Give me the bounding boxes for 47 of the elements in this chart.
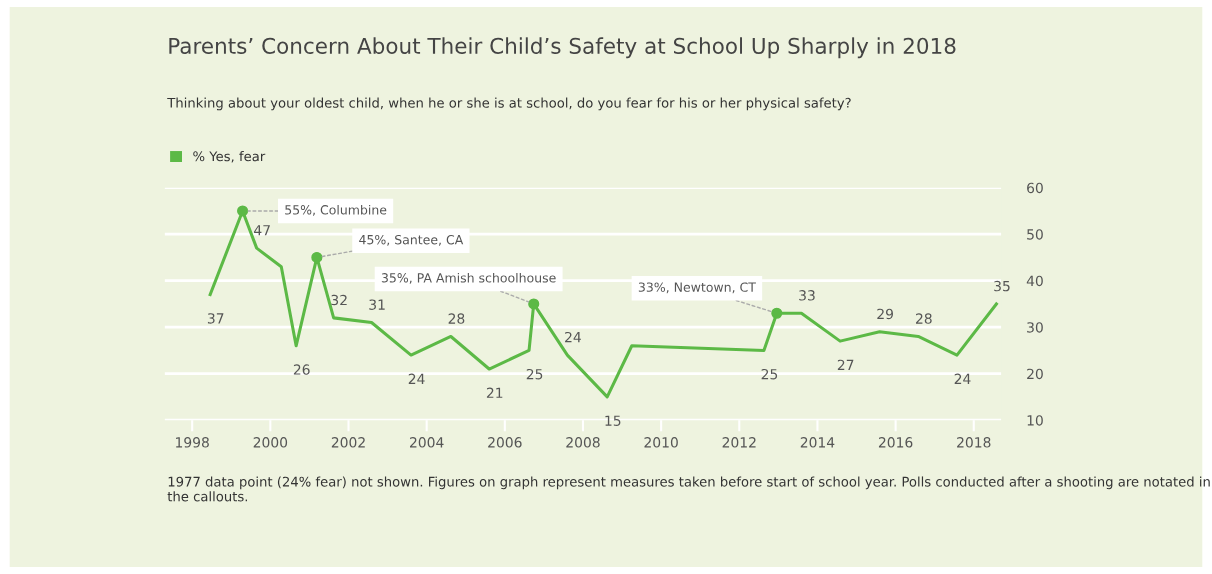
y-tick-label: 40 xyxy=(1026,275,1043,287)
x-tick-label: 2000 xyxy=(253,437,288,448)
y-tick-label: 50 xyxy=(1027,229,1043,240)
chart-title: Parents’ Concern About Their Child’s Safety at School Up Sharply in 2018 xyxy=(169,37,956,59)
chart-subtitle: Thinking about your oldest child, when he or she is at school, do you fear for his or her physical safety? xyxy=(167,97,851,111)
x-tick-label: 2006 xyxy=(488,437,522,448)
point xyxy=(771,307,783,319)
data-label: 24 xyxy=(565,331,581,343)
y-tick-label: 30 xyxy=(1027,322,1043,333)
point xyxy=(311,251,323,263)
x-tick-label: 2016 xyxy=(878,437,913,448)
legend-label: % Yes, fear xyxy=(193,151,266,163)
annotation: 45%, Santee, CA xyxy=(359,234,464,246)
data-label: 33 xyxy=(799,290,815,301)
x-tick-label: 2014 xyxy=(800,437,835,448)
point xyxy=(528,298,540,310)
data-label: 47 xyxy=(254,225,270,236)
annotation: 35%, PA Amish schoolhouse xyxy=(381,272,556,284)
data-label: 25 xyxy=(761,368,778,380)
y-tick-label: 20 xyxy=(1027,368,1043,380)
y-tick-label: 60 xyxy=(1027,182,1043,194)
data-label: 31 xyxy=(369,299,385,310)
data-label: 24 xyxy=(408,373,425,384)
text: 1977 data point (24% fear) not shown. Figures on graph represent measures taken before start of school year. Polls conducted after a shooting are notated in the callouts. xyxy=(167,476,1210,502)
data-label: 37 xyxy=(207,313,224,324)
x-tick-label: 2008 xyxy=(566,437,600,448)
data-label: 15 xyxy=(605,415,621,426)
x-tick-label: 1998 xyxy=(176,437,209,448)
x-tick-label: 2010 xyxy=(644,437,678,448)
annotation: 55%, Columbine xyxy=(285,204,387,216)
data-label: 29 xyxy=(877,308,893,320)
x-tick-label: 2012 xyxy=(722,437,756,448)
data-label: 35 xyxy=(994,280,1010,292)
data-label: 24 xyxy=(954,373,971,384)
data-label: 26 xyxy=(293,364,310,375)
data-label: 28 xyxy=(448,313,465,324)
data-label: 27 xyxy=(837,359,854,370)
x-tick-label: 2018 xyxy=(957,437,991,448)
x-tick-label: 2002 xyxy=(331,437,365,448)
y-tick-label: 10 xyxy=(1027,415,1043,426)
point xyxy=(237,205,249,217)
data-label: 21 xyxy=(486,387,503,398)
x-tick-label: 2004 xyxy=(410,437,444,448)
data-label: 25 xyxy=(526,368,543,380)
data-label: 32 xyxy=(331,294,347,306)
data-label: 28 xyxy=(916,313,932,324)
annotation: 33%, Newtown, CT xyxy=(638,282,756,294)
